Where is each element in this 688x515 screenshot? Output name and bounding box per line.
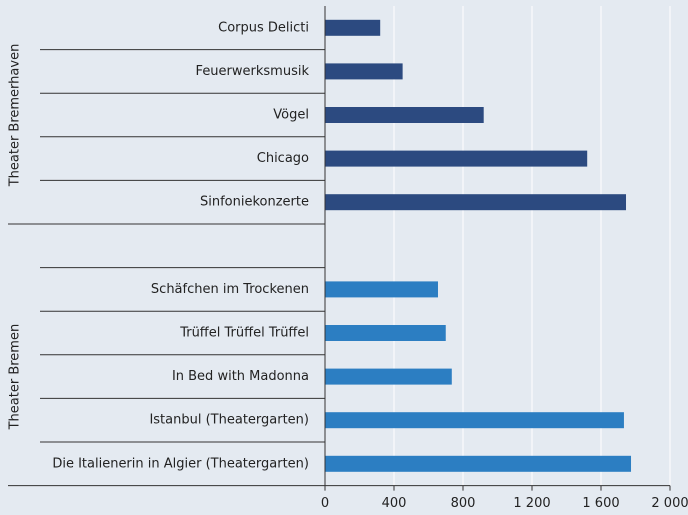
x-tick-label: 800	[451, 496, 476, 511]
x-tick-label: 400	[382, 496, 407, 511]
category-label: In Bed with Madonna	[172, 369, 309, 384]
x-tick-label: 1 600	[582, 496, 619, 511]
bar	[325, 107, 484, 123]
group-label: Theater Bremerhaven	[8, 44, 23, 188]
x-tick-label: 0	[321, 496, 329, 511]
bar	[325, 150, 588, 167]
bar	[325, 412, 624, 429]
category-label: Sinfoniekonzerte	[200, 195, 309, 210]
category-label: Istanbul (Theatergarten)	[149, 413, 309, 428]
bar	[325, 455, 632, 472]
category-label: Die Italienerin in Algier (Theatergarten…	[52, 456, 309, 471]
bar	[325, 325, 446, 341]
category-label: Corpus Delicti	[218, 20, 309, 35]
bar	[325, 194, 627, 211]
category-label: Trüffel Trüffel Trüffel	[179, 326, 309, 341]
category-label: Vögel	[273, 108, 309, 123]
x-tick-label: 1 200	[513, 496, 550, 511]
bar	[325, 19, 381, 36]
category-label: Schäfchen im Trockenen	[151, 282, 309, 297]
bar	[325, 368, 452, 385]
category-label: Chicago	[257, 151, 309, 166]
category-label: Feuerwerksmusik	[196, 64, 310, 79]
group-label: Theater Bremen	[8, 324, 23, 431]
bar	[325, 63, 403, 80]
x-tick-label: 2 000	[651, 496, 688, 511]
bar	[325, 281, 438, 298]
